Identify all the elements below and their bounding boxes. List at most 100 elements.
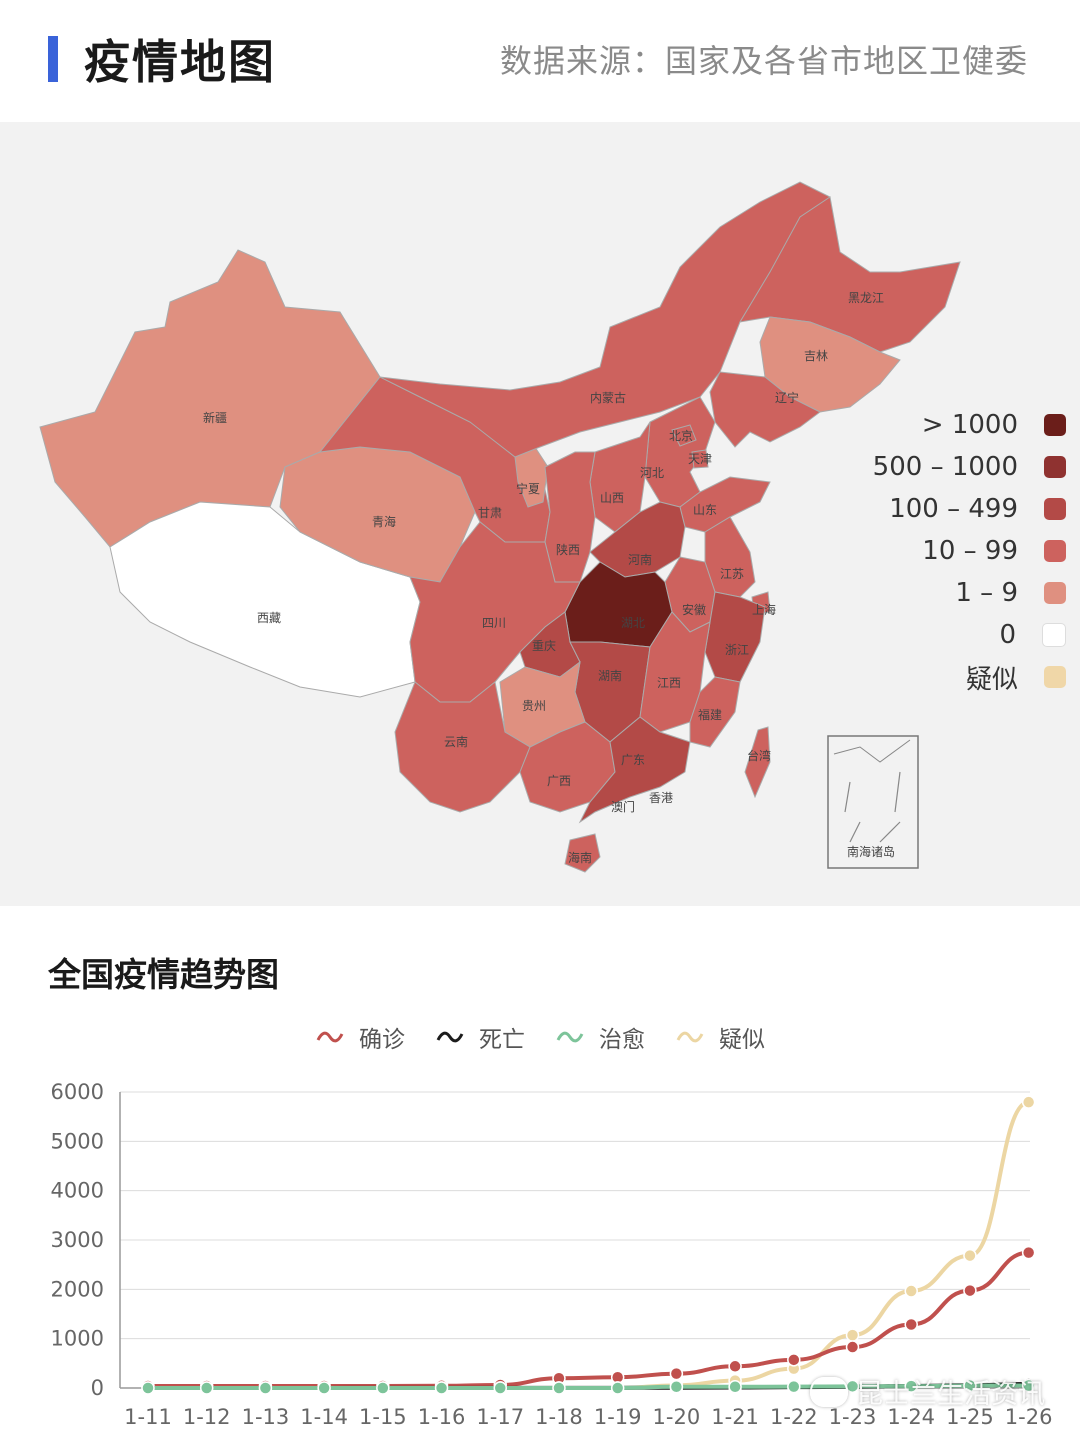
- data-point: [376, 1381, 390, 1395]
- series-wave-icon: [436, 1031, 464, 1043]
- china-map[interactable]: 新疆 西藏 青海 甘肃 宁夏 内蒙古 黑龙江 吉林 辽宁 北京 天津 河北 山西…: [0, 122, 1080, 906]
- label-guangxi: 广西: [547, 774, 571, 788]
- label-macau: 澳门: [611, 799, 635, 814]
- province-fujian: [689, 676, 741, 748]
- label-xizang: 西藏: [257, 611, 281, 625]
- x-tick-label: 1-23: [829, 1405, 877, 1429]
- label-sichuan: 四川: [482, 616, 506, 630]
- legend-swatch: [1044, 414, 1066, 436]
- legend-swatch: [1042, 623, 1066, 647]
- legend-label: 100 – 499: [889, 494, 1018, 524]
- legend-item-500-1000[interactable]: 500 – 1000: [806, 446, 1066, 488]
- legend-swatch: [1044, 540, 1066, 562]
- x-tick-label: 1-13: [242, 1405, 290, 1429]
- legend-label: 疑似: [965, 664, 1018, 695]
- data-point: [787, 1379, 801, 1394]
- south-china-sea-inset: [827, 735, 919, 869]
- data-point: [963, 1248, 977, 1263]
- y-tick-label: 5000: [51, 1129, 104, 1153]
- series-toggle-confirmed[interactable]: 确诊: [315, 1020, 405, 1054]
- label-liaoning: 辽宁: [775, 390, 799, 405]
- label-shanghai: 上海: [752, 602, 776, 617]
- label-fujian: 福建: [698, 707, 722, 722]
- legend-item-10-99[interactable]: 10 – 99: [806, 530, 1066, 572]
- data-point: [963, 1378, 977, 1393]
- data-point: [141, 1381, 155, 1395]
- x-tick-label: 1-25: [946, 1405, 994, 1429]
- series-line: [148, 1383, 1029, 1390]
- map-legend: > 1000 500 – 1000 100 – 499 10 – 99 1 – …: [806, 404, 1066, 698]
- series-label: 治愈: [599, 1027, 645, 1053]
- label-guizhou: 贵州: [522, 699, 546, 713]
- label-heilongjiang: 黑龙江: [848, 291, 884, 305]
- legend-swatch: [1044, 666, 1066, 688]
- data-point: [199, 1381, 214, 1395]
- legend-item-suspected[interactable]: 疑似: [806, 656, 1066, 698]
- x-tick-label: 1-12: [183, 1405, 231, 1429]
- label-jiangxi: 江西: [657, 676, 681, 690]
- label-zhejiang: 浙江: [725, 643, 749, 657]
- legend-swatch: [1044, 582, 1066, 604]
- label-nanhai: 南海诸岛: [847, 844, 895, 859]
- series-label: 死亡: [479, 1027, 525, 1053]
- data-point: [1021, 1245, 1036, 1260]
- page-header: 疫情地图 数据来源：国家及各省市地区卫健委: [0, 0, 1080, 120]
- data-point: [728, 1380, 742, 1394]
- label-jilin: 吉林: [804, 349, 828, 363]
- x-tick-label: 1-17: [476, 1405, 524, 1429]
- legend-item-zero[interactable]: 0: [806, 614, 1066, 656]
- province-zhejiang: [704, 591, 766, 683]
- data-point: [258, 1381, 273, 1395]
- data-point: [904, 1379, 918, 1393]
- series-toggle-suspected[interactable]: 疑似: [675, 1020, 765, 1054]
- series-toggle-recovered[interactable]: 治愈: [555, 1020, 645, 1054]
- label-beijing: 北京: [669, 429, 693, 443]
- province-hebei: [644, 396, 716, 508]
- chart-series-legend: 确诊 死亡 治愈 疑似: [0, 1020, 1080, 1054]
- y-tick-label: 2000: [51, 1277, 104, 1301]
- legend-item-over-1000[interactable]: > 1000: [806, 404, 1066, 446]
- province-beijing: [671, 424, 697, 447]
- data-point: [317, 1381, 331, 1395]
- x-tick-label: 1-16: [418, 1405, 466, 1429]
- x-tick-label: 1-18: [535, 1405, 583, 1429]
- province-shaanxi: [544, 451, 596, 583]
- series-wave-icon: [676, 1031, 704, 1043]
- legend-swatch: [1044, 498, 1066, 520]
- legend-label: 10 – 99: [922, 536, 1018, 566]
- label-henan: 河南: [628, 552, 652, 567]
- y-tick-label: 0: [91, 1376, 104, 1400]
- data-point: [493, 1381, 508, 1395]
- watermark: 昆士兰生活资讯: [810, 1372, 1045, 1411]
- series-line: [617, 1100, 1030, 1390]
- label-jiangsu: 江苏: [720, 567, 744, 581]
- legend-item-100-499[interactable]: 100 – 499: [806, 488, 1066, 530]
- x-tick-label: 1-21: [711, 1405, 759, 1429]
- trend-chart-title: 全国疫情趋势图: [48, 955, 279, 994]
- title-accent-bar: [48, 36, 58, 82]
- x-tick-label: 1-20: [653, 1405, 701, 1429]
- legend-label: 500 – 1000: [872, 452, 1018, 482]
- legend-label: 0: [999, 620, 1016, 650]
- label-shaanxi: 陕西: [556, 542, 580, 557]
- page-title: 疫情地图: [84, 35, 276, 89]
- y-tick-label: 3000: [51, 1228, 104, 1252]
- label-hebei: 河北: [640, 466, 664, 480]
- data-point: [787, 1353, 801, 1367]
- x-tick-label: 1-14: [300, 1405, 348, 1429]
- label-hongkong: 香港: [649, 791, 673, 805]
- label-ningxia: 宁夏: [516, 481, 540, 496]
- data-point: [1021, 1095, 1036, 1109]
- label-guangdong: 广东: [621, 753, 645, 767]
- label-qinghai: 青海: [372, 514, 396, 529]
- series-label: 疑似: [719, 1027, 765, 1053]
- trend-line-chart[interactable]: 0 1000 2000 3000 4000 5000 6000 1-11 1-12 1-13 1-1…: [0, 1060, 1080, 1446]
- legend-label: 1 – 9: [955, 578, 1018, 608]
- label-hainan: 海南: [568, 850, 592, 865]
- data-point: [552, 1381, 566, 1395]
- data-point: [434, 1381, 449, 1395]
- series-wave-icon: [556, 1031, 584, 1043]
- data-point: [669, 1380, 684, 1394]
- series-toggle-deaths[interactable]: 死亡: [435, 1020, 525, 1054]
- legend-item-1-9[interactable]: 1 – 9: [806, 572, 1066, 614]
